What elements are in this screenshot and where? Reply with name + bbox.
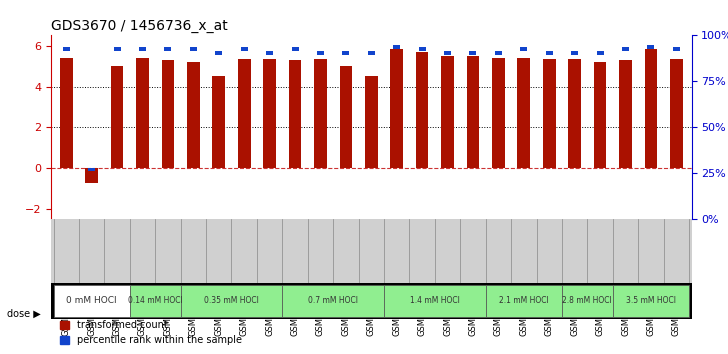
Bar <box>339 66 352 169</box>
Bar <box>444 51 451 55</box>
Bar <box>213 76 225 169</box>
Bar <box>495 51 502 55</box>
Bar <box>317 51 324 55</box>
FancyBboxPatch shape <box>53 285 130 317</box>
Bar <box>187 62 199 169</box>
Bar <box>416 52 429 169</box>
Bar <box>596 51 604 55</box>
FancyBboxPatch shape <box>181 285 282 317</box>
FancyBboxPatch shape <box>384 285 486 317</box>
Bar <box>390 49 403 169</box>
Text: 0.7 mM HOCl: 0.7 mM HOCl <box>308 296 358 306</box>
Bar <box>492 58 505 169</box>
Text: 1.4 mM HOCl: 1.4 mM HOCl <box>410 296 460 306</box>
Bar <box>88 168 95 171</box>
Bar <box>670 59 683 169</box>
Bar <box>114 47 121 51</box>
Bar <box>644 49 657 169</box>
Bar <box>546 51 553 55</box>
Bar <box>594 62 606 169</box>
Bar <box>291 47 298 51</box>
Bar <box>190 47 197 51</box>
Bar <box>393 45 400 49</box>
Bar <box>139 47 146 51</box>
Bar <box>673 47 680 51</box>
Bar <box>85 169 98 183</box>
Bar <box>419 47 426 51</box>
Bar <box>111 66 124 169</box>
Bar <box>467 56 479 169</box>
Bar <box>647 45 654 49</box>
Text: dose ▶: dose ▶ <box>7 308 41 318</box>
Bar <box>136 58 149 169</box>
Bar <box>264 59 276 169</box>
Text: 2.1 mM HOCl: 2.1 mM HOCl <box>499 296 549 306</box>
Bar <box>441 56 454 169</box>
Bar <box>365 76 378 169</box>
Text: 0.14 mM HOCl: 0.14 mM HOCl <box>128 296 183 306</box>
Bar <box>215 51 222 55</box>
Text: GDS3670 / 1456736_x_at: GDS3670 / 1456736_x_at <box>51 19 228 33</box>
Text: 3.5 mM HOCl: 3.5 mM HOCl <box>626 296 676 306</box>
Bar <box>314 59 327 169</box>
Bar <box>622 47 629 51</box>
Bar <box>60 58 73 169</box>
Bar <box>266 51 273 55</box>
Bar <box>162 60 174 169</box>
FancyBboxPatch shape <box>282 285 384 317</box>
Text: 0.35 mM HOCl: 0.35 mM HOCl <box>204 296 259 306</box>
Bar <box>619 60 632 169</box>
Text: 0 mM HOCl: 0 mM HOCl <box>66 296 117 306</box>
Bar <box>569 59 581 169</box>
Bar <box>368 51 375 55</box>
Bar <box>518 58 530 169</box>
Text: 2.8 mM HOCl: 2.8 mM HOCl <box>563 296 612 306</box>
Bar <box>342 51 349 55</box>
Bar <box>521 47 527 51</box>
Legend: transformed count, percentile rank within the sample: transformed count, percentile rank withi… <box>56 316 246 349</box>
Bar <box>289 60 301 169</box>
Bar <box>571 51 578 55</box>
Bar <box>470 51 476 55</box>
FancyBboxPatch shape <box>486 285 562 317</box>
Bar <box>63 47 70 51</box>
FancyBboxPatch shape <box>562 285 613 317</box>
FancyBboxPatch shape <box>130 285 181 317</box>
Bar <box>165 47 171 51</box>
Bar <box>543 59 555 169</box>
Bar <box>241 47 248 51</box>
FancyBboxPatch shape <box>613 285 689 317</box>
Bar <box>238 59 250 169</box>
